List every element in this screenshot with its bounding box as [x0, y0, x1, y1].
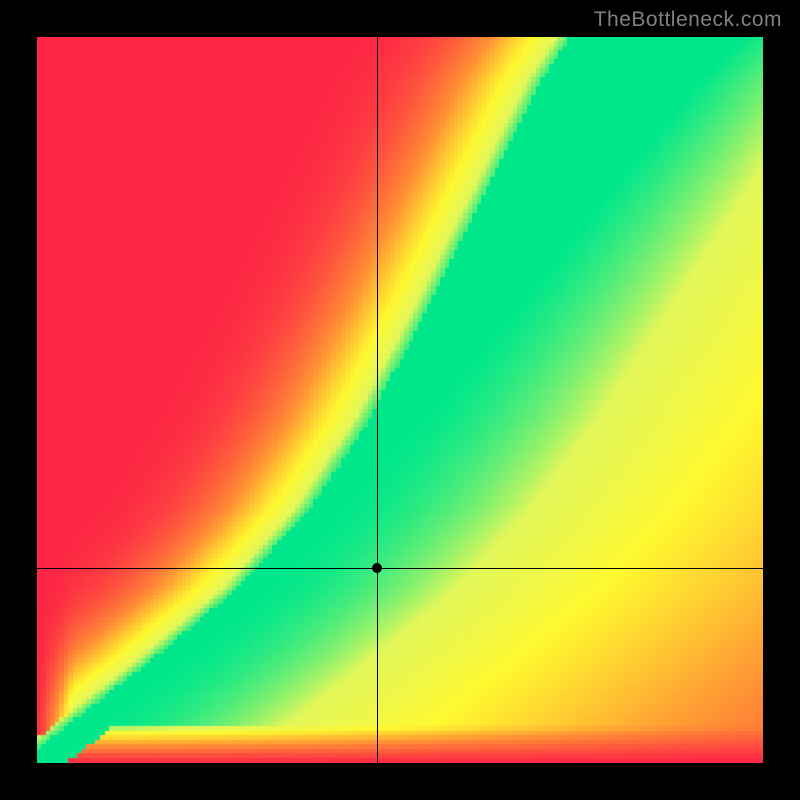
crosshair-vertical — [377, 37, 378, 763]
heatmap-canvas — [37, 37, 763, 763]
crosshair-marker-dot — [372, 563, 382, 573]
watermark-text: TheBottleneck.com — [594, 8, 782, 32]
crosshair-horizontal — [37, 568, 763, 569]
plot-area — [37, 37, 763, 763]
